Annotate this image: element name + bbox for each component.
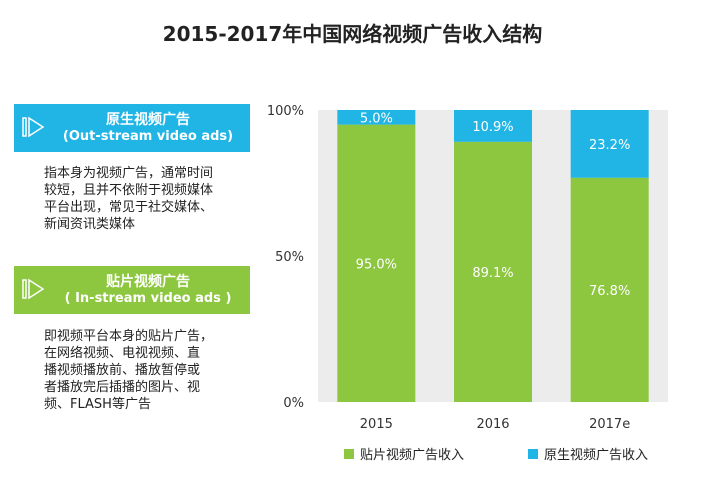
data-label: 23.2%	[589, 138, 630, 153]
play-icon	[22, 278, 45, 300]
bar-segment	[454, 110, 532, 142]
data-label: 95.0%	[356, 257, 397, 272]
legend-item-outstream: 原生视频广告收入	[528, 444, 648, 463]
y-tick-label: 0%	[283, 396, 304, 411]
bar-segment	[454, 141, 532, 402]
y-tick-label: 100%	[267, 104, 304, 119]
instream-heading: 贴片视频广告	[106, 274, 190, 290]
x-tick-label: 2017e	[589, 417, 630, 432]
legend-label-outstream: 原生视频广告收入	[544, 448, 649, 463]
data-label: 89.1%	[472, 266, 513, 281]
x-tick-label: 2016	[476, 417, 509, 432]
instream-banner: 贴片视频广告 ( In-stream video ads )	[14, 266, 250, 314]
instream-subheading: ( In-stream video ads )	[64, 291, 232, 306]
data-label: 76.8%	[589, 284, 630, 299]
outstream-description: 指本身为视频广告，通常时间 较短，且并不依附于视频媒体 平台出现，常见于社交媒体…	[44, 166, 214, 232]
bar-segment	[570, 110, 649, 178]
chart-title: 2015-2017年中国网络视频广告收入结构	[162, 22, 543, 46]
data-label: 10.9%	[472, 120, 513, 135]
bar-segment	[337, 110, 416, 125]
y-tick-label: 50%	[275, 250, 304, 265]
x-tick-label: 2015	[360, 417, 393, 432]
legend-swatch-outstream	[528, 448, 538, 459]
data-label: 5.0%	[360, 111, 393, 126]
outstream-subheading: (Out-stream video ads)	[62, 129, 234, 144]
instream-description: 即视频平台本身的贴片广告， 在网络视频、电视视频、直 播视频播放前、播放暂停或 …	[44, 329, 214, 412]
outstream-heading: 原生视频广告	[106, 112, 190, 128]
play-icon	[22, 116, 45, 138]
outstream-banner: 原生视频广告 (Out-stream video ads)	[14, 104, 250, 152]
legend-swatch-instream	[344, 448, 354, 459]
legend-label-instream: 贴片视频广告收入	[360, 448, 465, 463]
legend-item-instream: 贴片视频广告收入	[344, 444, 464, 463]
bar-segment	[570, 177, 649, 402]
bar-segment	[337, 124, 416, 402]
